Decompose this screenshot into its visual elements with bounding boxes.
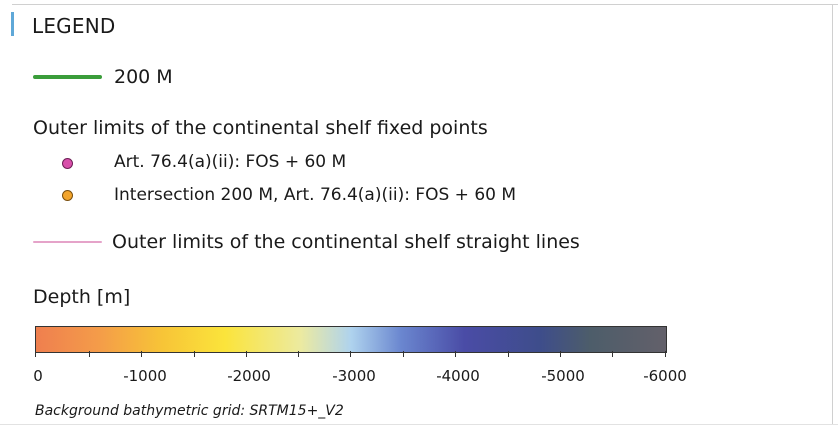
depth-color-scale — [35, 326, 667, 353]
legend-frame-right-border — [832, 4, 833, 424]
straight-lines-swatch-icon — [33, 241, 102, 243]
line-200m-swatch-icon — [33, 75, 102, 79]
legend-frame-top-border — [12, 4, 838, 5]
depth-tick-label: 0 — [33, 367, 43, 385]
fixed-point-art764-label: Art. 76.4(a)(ii): FOS + 60 M — [114, 152, 347, 172]
legend-title: LEGEND — [32, 14, 116, 38]
depth-tick-5000 — [560, 351, 561, 357]
depth-tick-label: -1000 — [123, 367, 167, 385]
pink-dot-icon — [62, 158, 73, 169]
depth-tick-1000 — [141, 351, 142, 357]
depth-tick-label: -5000 — [541, 367, 585, 385]
depth-tick-0 — [35, 351, 36, 357]
depth-tick-4000 — [455, 351, 456, 357]
depth-tick-minor — [403, 351, 404, 357]
depth-tick-minor — [194, 351, 195, 357]
depth-tick-minor — [89, 351, 90, 357]
depth-tick-3000 — [350, 351, 351, 357]
depth-tick-6000 — [665, 351, 666, 357]
line-200m-label: 200 M — [114, 66, 173, 88]
straight-lines-label: Outer limits of the continental shelf st… — [112, 231, 580, 253]
depth-tick-label: -6000 — [643, 367, 687, 385]
orange-dot-icon — [62, 190, 73, 201]
depth-tick-minor — [508, 351, 509, 357]
legend-accent-bar — [11, 12, 14, 36]
fixed-points-heading: Outer limits of the continental shelf fi… — [33, 117, 488, 139]
legend-frame-bottom-border — [0, 424, 838, 425]
fixed-point-intersection-label: Intersection 200 M, Art. 76.4(a)(ii): FO… — [114, 185, 517, 205]
depth-tick-minor — [298, 351, 299, 357]
depth-heading: Depth [m] — [33, 286, 131, 308]
depth-tick-2000 — [246, 351, 247, 357]
depth-tick-minor — [612, 351, 613, 357]
depth-tick-label: -3000 — [332, 367, 376, 385]
depth-tick-label: -4000 — [436, 367, 480, 385]
bathymetric-grid-footnote: Background bathymetric grid: SRTM15+_V2 — [35, 403, 344, 419]
depth-tick-label: -2000 — [227, 367, 271, 385]
